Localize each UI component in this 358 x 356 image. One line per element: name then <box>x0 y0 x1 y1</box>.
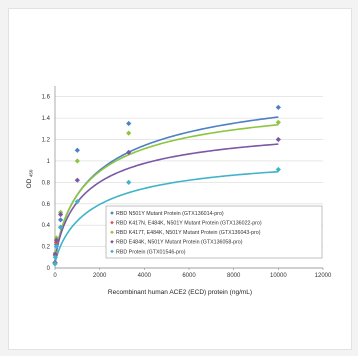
legend: RBD N501Y Mutant Protein (GTX136014-pro)… <box>105 205 323 259</box>
fit-curve-series-4 <box>54 143 279 263</box>
y-tick-label: 0.2 <box>42 245 51 251</box>
y-tick-label: 0.8 <box>42 180 51 186</box>
legend-entry-label: RBD Protein (GTX01546-pro) <box>116 249 186 255</box>
axes: 0 0.2 0.4 0.6 0.8 1 1.2 1.4 1.6 0 2000 4000 6000 8000… <box>42 86 332 279</box>
x-tick-label: 12000 <box>315 273 332 279</box>
data-point-series-5 <box>74 199 80 205</box>
y-tick-label: 0 <box>47 266 51 272</box>
fit-curve-series-5 <box>54 170 279 264</box>
data-point-series-4 <box>57 211 64 218</box>
data-point-series-1 <box>57 217 64 223</box>
data-points <box>52 104 281 267</box>
x-tick-label: 4000 <box>138 273 152 279</box>
y-tick-label: 0.4 <box>42 223 51 229</box>
legend-marker <box>110 211 114 215</box>
y-axis-label: OD450 <box>26 169 34 188</box>
legend-entry-label: RBD K417T, E484K, N501Y Mutant Protein (… <box>116 230 261 236</box>
data-point-series-5 <box>126 179 132 185</box>
legend-marker <box>110 230 114 234</box>
data-point-series-5 <box>57 224 64 230</box>
data-point-series-3 <box>126 130 132 136</box>
data-point-series-5 <box>52 261 58 267</box>
y-tick-label: 1.6 <box>42 95 51 101</box>
data-point-series-4 <box>52 251 58 257</box>
data-point-series-1 <box>126 120 132 127</box>
legend-marker <box>110 220 114 225</box>
data-point-series-4 <box>74 177 80 183</box>
y-tick-label: 1 <box>47 159 51 165</box>
y-tick-label: 0.6 <box>42 202 51 208</box>
data-point-series-4 <box>275 136 281 143</box>
data-point-series-5 <box>52 254 58 260</box>
x-tick-label: 6000 <box>182 273 196 279</box>
legend-entry-label: RBD E484K, N501Y Mutant Protein (GTX1360… <box>116 240 243 246</box>
x-tick-label: 2000 <box>93 273 107 279</box>
legend-box <box>105 205 323 259</box>
x-tick-label: 0 <box>53 273 57 279</box>
data-point-series-1 <box>275 104 281 111</box>
legend-marker <box>110 240 114 244</box>
x-tick-label: 10000 <box>270 273 287 279</box>
legend-entry-label: RBD K417N, E484K, N501Y Mutant Protein (… <box>116 221 262 227</box>
y-axis-label-main: OD <box>26 178 33 188</box>
chart-card <box>8 8 352 350</box>
fit-curves <box>54 116 279 264</box>
x-axis-label: Recombinant human ACE2 (ECD) protein (ng… <box>108 289 252 296</box>
data-point-series-5 <box>275 166 281 173</box>
data-point-series-3 <box>275 119 281 125</box>
data-point-series-5 <box>53 243 60 250</box>
data-point-series-3 <box>74 158 80 164</box>
data-point-series-4 <box>126 149 132 155</box>
y-axis-label-subscript: 450 <box>29 169 34 177</box>
legend-marker <box>110 249 114 254</box>
y-tick-label: 1.4 <box>42 116 51 122</box>
legend-entry-label: RBD N501Y Mutant Protein (GTX136014-pro) <box>116 211 224 217</box>
x-tick-label: 8000 <box>227 273 241 279</box>
data-point-series-1 <box>74 147 80 153</box>
y-tick-label: 1.2 <box>42 138 51 144</box>
data-point-series-4 <box>53 237 60 243</box>
